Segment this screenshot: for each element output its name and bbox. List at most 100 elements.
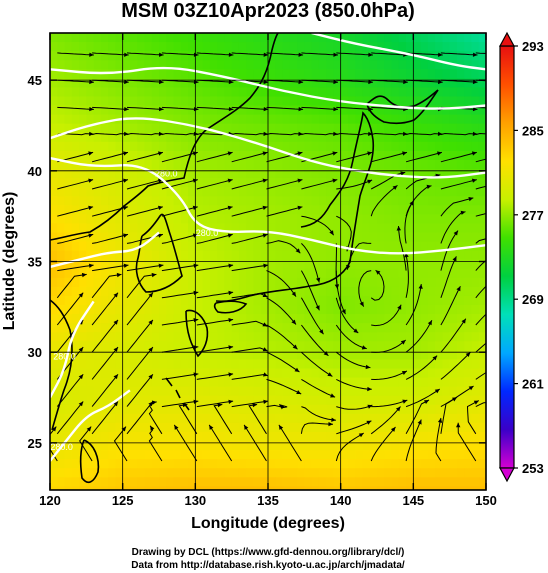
field-cell — [173, 286, 182, 297]
field-cell — [108, 178, 116, 188]
field-cell — [253, 33, 262, 43]
streamline — [301, 406, 336, 421]
field-cell — [268, 123, 276, 134]
field-cell — [311, 114, 320, 125]
field-cell — [289, 386, 298, 397]
isotherm-label: 280.0 — [196, 228, 219, 238]
field-cell — [159, 42, 167, 52]
field-cell — [202, 395, 211, 406]
field-cell — [377, 178, 385, 188]
field-cell — [449, 341, 458, 351]
field-cell — [64, 123, 73, 134]
field-cell — [406, 359, 414, 370]
field-cell — [478, 33, 486, 43]
field-cell — [195, 223, 204, 234]
field-cell — [71, 368, 80, 379]
field-cell — [246, 87, 255, 98]
field-cell — [71, 42, 80, 52]
field-cell — [144, 69, 153, 79]
field-cell — [398, 386, 407, 397]
streamline-arrowhead — [228, 263, 234, 268]
field-cell — [188, 459, 196, 469]
field-cell — [71, 468, 80, 478]
streamline — [161, 206, 198, 217]
field-cell — [275, 241, 284, 252]
field-cell — [311, 386, 320, 397]
field-cell — [369, 295, 378, 306]
field-cell — [224, 377, 233, 388]
field-cell — [108, 42, 116, 52]
field-cell — [217, 350, 225, 361]
streamline — [161, 52, 199, 56]
field-cell — [275, 51, 284, 61]
field-cell — [79, 87, 87, 98]
field-cell — [471, 286, 480, 297]
field-cell — [297, 468, 305, 478]
field-cell — [347, 51, 356, 61]
field-cell — [362, 159, 371, 170]
field-cell — [377, 441, 385, 451]
field-cell — [253, 295, 262, 306]
field-cell — [159, 404, 167, 415]
field-cell — [427, 178, 436, 188]
streamline-arrowhead — [151, 400, 157, 405]
field-cell — [318, 223, 327, 234]
streamline — [440, 285, 461, 326]
field-cell — [435, 468, 443, 478]
field-cell — [57, 386, 66, 397]
field-cell — [377, 431, 385, 442]
field-cell — [304, 78, 313, 89]
streamline — [126, 52, 164, 56]
field-cell — [471, 105, 480, 116]
field-cell — [79, 259, 87, 270]
field-cell — [478, 477, 486, 487]
field-cell — [347, 259, 356, 270]
field-cell — [268, 314, 276, 324]
field-cell — [50, 268, 58, 279]
field-cell — [209, 123, 218, 134]
field-cell — [64, 232, 73, 243]
field-cell — [326, 314, 334, 324]
field-cell — [86, 114, 95, 125]
field-cell — [159, 477, 167, 487]
field-cell — [435, 359, 443, 370]
field-cell — [347, 477, 356, 487]
field-cell — [304, 268, 313, 279]
field-cell — [427, 486, 436, 490]
field-cell — [129, 33, 138, 43]
field-cell — [180, 305, 189, 315]
streamline — [335, 243, 338, 290]
field-cell — [347, 187, 356, 197]
field-cell — [195, 459, 204, 469]
streamline — [335, 351, 371, 369]
field-cell — [253, 386, 262, 397]
field-cell — [427, 305, 436, 315]
field-cell — [304, 459, 313, 469]
field-cell — [442, 368, 451, 379]
streamline — [405, 355, 438, 380]
field-cell — [217, 323, 225, 333]
streamline — [405, 399, 430, 435]
field-cell — [427, 413, 436, 424]
field-cell — [238, 105, 247, 116]
field-cell — [129, 141, 138, 152]
field-cell — [464, 450, 473, 460]
field-cell — [384, 305, 393, 315]
field-cell — [64, 150, 73, 161]
field-cell — [435, 259, 443, 270]
streamline — [56, 273, 87, 299]
field-cell — [224, 341, 233, 351]
field-cell — [246, 196, 255, 206]
field-cell — [398, 314, 407, 324]
field-cell — [478, 486, 486, 490]
field-cell — [115, 259, 124, 270]
field-cell — [202, 214, 211, 225]
field-cell — [71, 169, 80, 179]
field-cell — [231, 169, 240, 179]
field-cell — [304, 196, 313, 206]
field-cell — [79, 96, 87, 107]
field-cell — [144, 468, 153, 478]
field-cell — [260, 96, 269, 107]
streamline — [161, 264, 199, 272]
field-cell — [398, 259, 407, 270]
